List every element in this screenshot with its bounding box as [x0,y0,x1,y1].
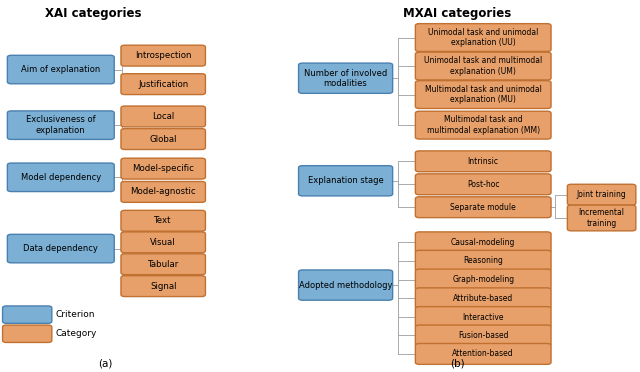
Text: Model dependency: Model dependency [20,173,101,182]
Text: (a): (a) [99,358,113,368]
Text: Introspection: Introspection [135,51,191,60]
FancyBboxPatch shape [121,45,205,66]
Text: Post-hoc: Post-hoc [467,180,499,189]
Text: MXAI categories: MXAI categories [403,7,512,20]
Text: Exclusiveness of
explanation: Exclusiveness of explanation [26,115,95,135]
FancyBboxPatch shape [415,24,551,51]
Text: Adopted methodology: Adopted methodology [299,280,392,289]
Text: Separate module: Separate module [451,203,516,212]
Text: Data dependency: Data dependency [24,244,98,253]
Text: Criterion: Criterion [56,310,95,319]
FancyBboxPatch shape [415,307,551,327]
FancyBboxPatch shape [415,197,551,218]
Text: Interactive: Interactive [463,312,504,321]
FancyBboxPatch shape [8,163,115,192]
Text: Fusion-based: Fusion-based [458,331,508,340]
FancyBboxPatch shape [3,325,52,343]
Text: Incremental
training: Incremental training [579,208,625,228]
FancyBboxPatch shape [3,306,52,323]
Text: Category: Category [56,329,97,338]
FancyBboxPatch shape [415,250,551,271]
Text: Visual: Visual [150,238,176,247]
FancyBboxPatch shape [298,166,393,196]
Text: Model-agnostic: Model-agnostic [131,187,196,196]
FancyBboxPatch shape [121,254,205,275]
Text: XAI categories: XAI categories [45,7,141,20]
FancyBboxPatch shape [121,232,205,253]
Text: Causal-modeling: Causal-modeling [451,238,515,247]
Text: (b): (b) [451,358,465,368]
Text: Multimodal task and unimodal
explanation (MU): Multimodal task and unimodal explanation… [425,85,541,104]
FancyBboxPatch shape [298,63,393,93]
Text: Intrinsic: Intrinsic [468,157,499,166]
Text: Signal: Signal [150,282,177,291]
FancyBboxPatch shape [415,232,551,253]
Text: Text: Text [154,216,172,225]
FancyBboxPatch shape [415,269,551,290]
FancyBboxPatch shape [121,158,205,179]
FancyBboxPatch shape [121,210,205,231]
FancyBboxPatch shape [415,288,551,309]
FancyBboxPatch shape [415,325,551,346]
FancyBboxPatch shape [415,52,551,80]
FancyBboxPatch shape [415,174,551,195]
FancyBboxPatch shape [8,111,115,140]
FancyBboxPatch shape [121,182,205,202]
Text: Graph-modeling: Graph-modeling [452,275,515,284]
Text: Reasoning: Reasoning [463,256,503,265]
Text: Aim of explanation: Aim of explanation [21,65,100,74]
Text: Joint training: Joint training [577,190,627,199]
Text: Local: Local [152,112,174,121]
FancyBboxPatch shape [8,234,115,263]
Text: Number of involved
modalities: Number of involved modalities [304,68,387,88]
FancyBboxPatch shape [415,151,551,172]
FancyBboxPatch shape [568,184,636,205]
FancyBboxPatch shape [415,111,551,139]
FancyBboxPatch shape [415,343,551,364]
Text: Global: Global [150,135,177,144]
Text: Tabular: Tabular [148,260,179,269]
FancyBboxPatch shape [8,55,115,84]
Text: Explanation stage: Explanation stage [308,176,383,185]
FancyBboxPatch shape [121,129,205,150]
FancyBboxPatch shape [415,81,551,109]
Text: Attribute-based: Attribute-based [453,294,513,303]
Text: Justification: Justification [138,80,188,89]
Text: Attention-based: Attention-based [452,349,514,358]
Text: Multimodal task and
multimodal explanation (MM): Multimodal task and multimodal explanati… [427,115,540,135]
FancyBboxPatch shape [121,106,205,127]
FancyBboxPatch shape [298,270,393,300]
Text: Unimodal task and unimodal
explanation (UU): Unimodal task and unimodal explanation (… [428,28,538,47]
FancyBboxPatch shape [121,74,205,94]
FancyBboxPatch shape [121,276,205,296]
Text: Model-specific: Model-specific [132,164,194,173]
Text: Unimodal task and multimodal
explanation (UM): Unimodal task and multimodal explanation… [424,56,542,76]
FancyBboxPatch shape [568,205,636,231]
